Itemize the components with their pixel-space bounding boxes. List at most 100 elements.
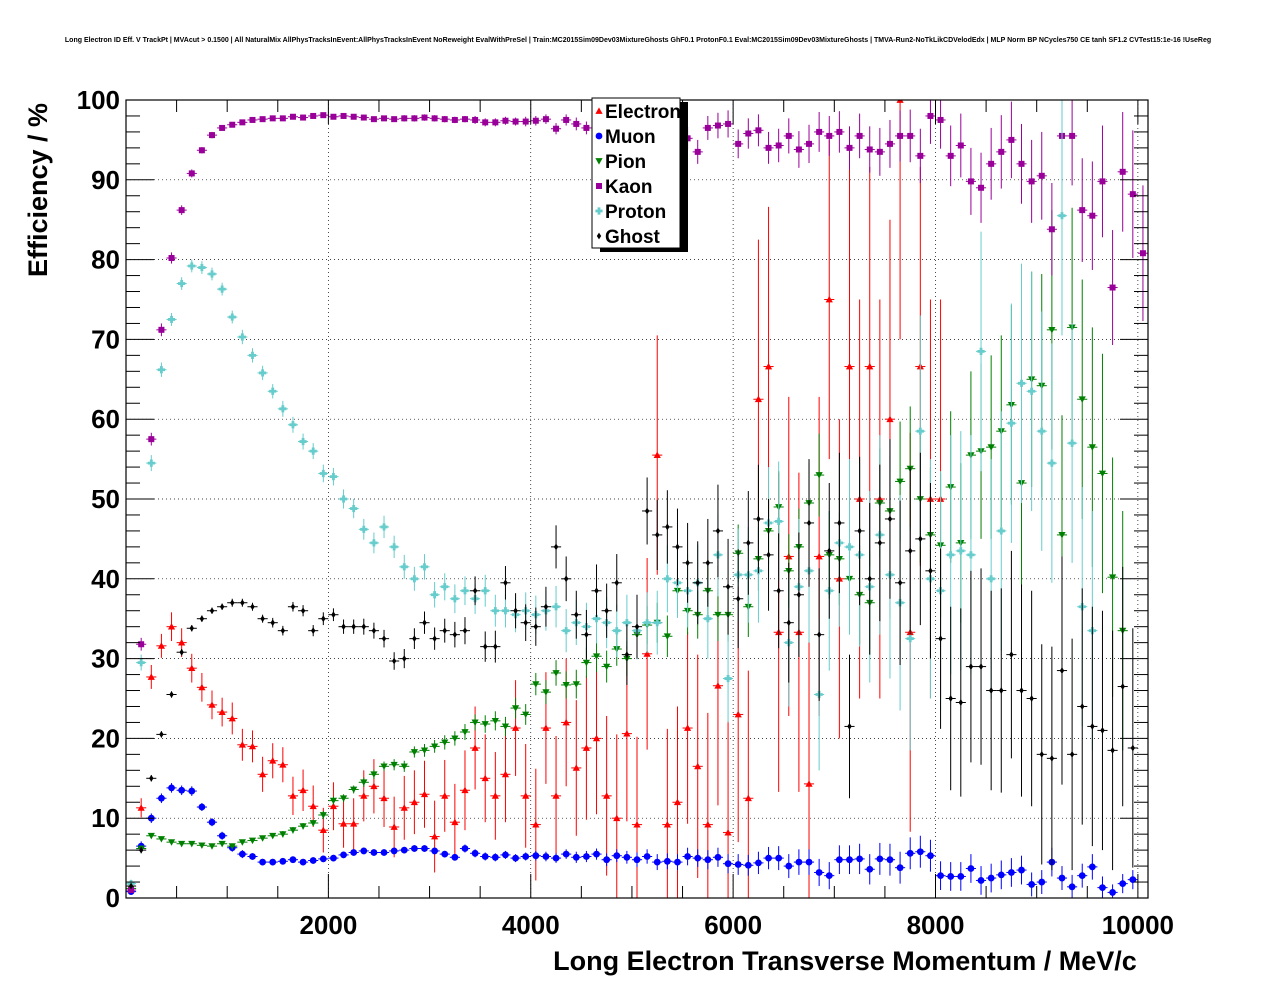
pion-point <box>389 759 400 771</box>
muon-marker <box>674 858 681 866</box>
ghost-point <box>186 624 197 632</box>
muon-marker <box>593 850 600 858</box>
muon-marker <box>238 850 246 858</box>
kaon-marker <box>553 125 560 132</box>
muon-marker <box>552 854 560 862</box>
proton-marker <box>845 543 854 551</box>
ghost-marker <box>240 599 245 607</box>
electron-point <box>368 759 379 814</box>
pion-point <box>196 842 207 849</box>
muon-point <box>1067 874 1078 898</box>
ghost-marker <box>189 624 194 632</box>
ghost-marker <box>351 623 356 631</box>
electron-point <box>156 633 167 658</box>
pion-marker <box>522 711 530 719</box>
muon-point <box>389 847 400 855</box>
muon-point <box>601 853 612 867</box>
proton-point <box>1016 263 1027 503</box>
kaon-point <box>358 114 369 121</box>
pion-marker <box>339 795 348 802</box>
proton-marker <box>390 543 398 551</box>
electron-point <box>237 728 248 761</box>
ghost-marker <box>402 655 407 662</box>
electron-marker <box>471 744 479 751</box>
electron-marker <box>592 734 601 742</box>
ghost-marker <box>685 559 690 567</box>
pion-point <box>206 843 218 850</box>
proton-marker <box>248 351 257 359</box>
proton-marker <box>562 627 570 635</box>
muon-marker <box>856 855 864 863</box>
proton-point <box>490 594 501 627</box>
electron-marker <box>805 780 813 787</box>
proton-marker <box>653 619 661 627</box>
ghost-point <box>1016 584 1027 797</box>
kaon-marker <box>532 117 539 124</box>
legend-marker-proton <box>595 207 603 215</box>
muon-marker <box>360 847 368 855</box>
electron-marker <box>582 744 591 751</box>
ghost-marker <box>250 603 255 611</box>
muon-marker <box>1129 876 1137 884</box>
ghost-point <box>1107 630 1118 871</box>
muon-marker <box>542 853 550 860</box>
pion-marker <box>481 721 489 728</box>
pion-marker <box>360 779 368 786</box>
electron-marker <box>269 757 277 764</box>
muon-marker <box>724 860 732 868</box>
kaon-marker <box>1018 160 1025 167</box>
proton-marker <box>188 262 196 270</box>
proton-marker <box>420 563 429 571</box>
electron-point <box>530 768 541 881</box>
electron-point <box>591 662 602 815</box>
kaon-marker <box>1099 178 1106 185</box>
ghost-point <box>793 532 804 658</box>
kaon-marker <box>937 116 944 123</box>
ghost-point <box>206 607 218 615</box>
kaon-marker <box>411 115 418 122</box>
pion-marker <box>562 682 570 689</box>
ghost-point <box>510 593 521 629</box>
kaon-marker <box>998 148 1005 155</box>
muon-point <box>470 849 481 858</box>
plot-area <box>126 100 1148 898</box>
proton-marker <box>350 504 358 513</box>
kaon-point <box>540 114 551 124</box>
muon-marker <box>734 861 742 868</box>
electron-marker <box>400 804 408 811</box>
kaon-point <box>530 115 541 126</box>
kaon-point <box>1046 182 1057 276</box>
pion-point <box>1097 353 1108 594</box>
muon-marker <box>289 856 297 864</box>
electron-marker <box>319 826 327 834</box>
pion-point <box>166 839 177 846</box>
electron-marker <box>623 730 631 737</box>
ghost-marker <box>665 523 670 531</box>
kaon-point <box>146 432 157 446</box>
proton-marker <box>167 315 176 324</box>
pion-marker <box>157 836 166 843</box>
muon-point <box>621 850 632 864</box>
x-tick-label: 2000 <box>299 910 357 940</box>
muon-point <box>277 857 288 865</box>
ghost-point <box>753 464 764 574</box>
ghost-point <box>581 609 592 660</box>
ghost-marker <box>988 687 994 694</box>
muon-marker <box>309 857 317 864</box>
ghost-point <box>439 618 450 643</box>
proton-marker <box>461 587 469 595</box>
muon-marker <box>815 869 823 876</box>
ghost-marker <box>806 519 812 527</box>
kaon-point <box>186 169 197 178</box>
ghost-point <box>1077 588 1088 825</box>
kaon-point <box>702 115 713 140</box>
ghost-marker <box>381 635 387 643</box>
electron-marker <box>643 650 651 657</box>
proton-marker <box>431 591 439 599</box>
kaon-marker <box>795 146 802 153</box>
muon-point <box>996 860 1007 890</box>
kaon-marker <box>846 144 853 151</box>
muon-point <box>186 786 197 796</box>
kaon-point <box>348 113 359 120</box>
muon-point <box>267 858 278 866</box>
